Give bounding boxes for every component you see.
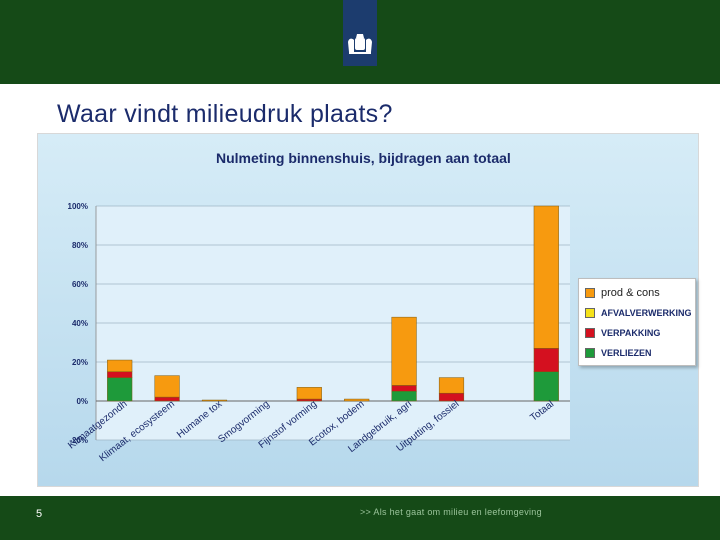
y-tick-label: -20% (69, 436, 88, 445)
bar-segment (438, 377, 465, 394)
footer-bar (0, 496, 720, 540)
legend-label: VERPAKKING (601, 328, 661, 338)
legend-item-prod-cons: prod & cons (585, 287, 660, 299)
bar-segment (391, 385, 417, 392)
bar-segment (107, 371, 133, 378)
legend-swatch (585, 348, 595, 358)
bar-segment (201, 399, 228, 402)
y-tick-label: 60% (72, 280, 88, 289)
bar-segment (533, 348, 559, 373)
legend-label: prod & cons (601, 287, 660, 299)
bar-segment (154, 375, 180, 398)
legend-label: VERLIEZEN (601, 348, 652, 358)
bar-segment (296, 387, 322, 400)
bar-segment (533, 371, 559, 402)
y-tick-label: 0% (76, 397, 88, 406)
y-tick-label: 80% (72, 241, 88, 250)
legend-swatch (585, 288, 595, 298)
logo-band (343, 0, 377, 66)
slide-title: Waar vindt milieudruk plaats? (57, 100, 393, 128)
legend-swatch (585, 308, 595, 318)
page-number: 5 (36, 508, 43, 520)
legend-label: AFVALVERWERKING (601, 308, 692, 318)
bar-segment (107, 359, 133, 373)
legend-item-verliezen: VERLIEZEN (585, 347, 652, 359)
bar-segment (438, 392, 465, 402)
royal-coat-of-arms-icon (348, 34, 372, 54)
y-tick-label: 40% (72, 319, 88, 328)
legend-swatch (585, 328, 595, 338)
chart-legend: prod & cons AFVALVERWERKING VERPAKKING V… (578, 278, 696, 366)
footer-text: >> Als het gaat om milieu en leefomgevin… (360, 507, 542, 517)
bar-segment (533, 205, 559, 349)
legend-item-verpakking: VERPAKKING (585, 327, 660, 339)
bar-segment (107, 377, 133, 402)
legend-item-afvalverwerking: AFVALVERWERKING (585, 307, 692, 319)
y-tick-label: 100% (68, 202, 88, 211)
bar-segment (391, 391, 417, 402)
bar-segment (391, 316, 417, 386)
chart-title: Nulmeting binnenshuis, bijdragen aan tot… (216, 150, 511, 166)
bar-segment (344, 398, 370, 402)
y-tick-label: 20% (72, 358, 88, 367)
